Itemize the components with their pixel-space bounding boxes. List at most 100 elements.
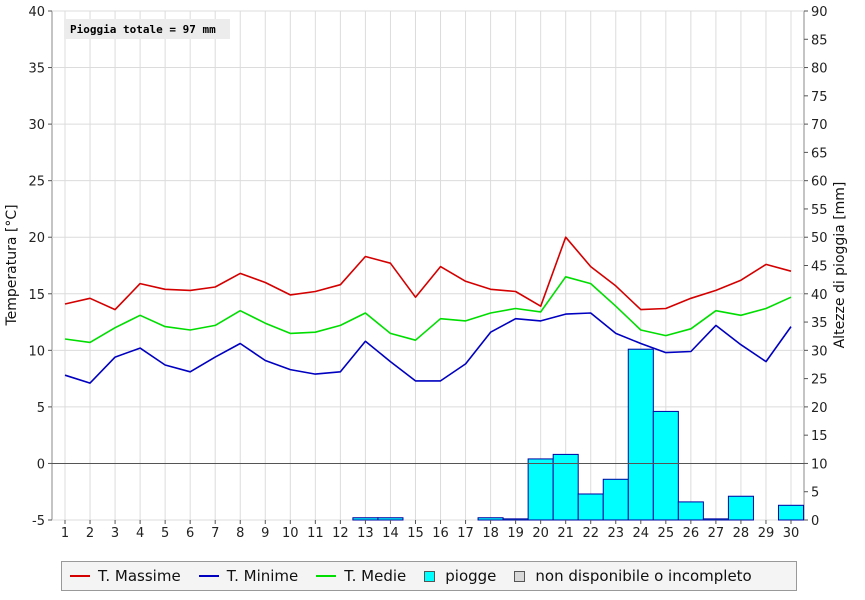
y-tick-label: 10	[28, 344, 45, 359]
annotation-text: Pioggia totale = 97 mm	[70, 23, 216, 36]
temperature-lines	[64, 236, 792, 384]
x-tick-label: 8	[236, 526, 244, 541]
rain-bar	[627, 348, 654, 521]
y2-tick-label: 60	[811, 175, 828, 190]
y2-tick-label: 45	[811, 260, 828, 275]
rain-bar	[702, 518, 729, 521]
rain-bar	[377, 517, 404, 521]
x-tick-label: 26	[683, 526, 700, 541]
x-tick-label: 4	[136, 526, 144, 541]
y-tick-label: 25	[28, 175, 45, 190]
rain-bar	[527, 458, 554, 521]
x-tick-label: 12	[332, 526, 349, 541]
rain-bar	[677, 501, 704, 521]
rain-bar	[652, 410, 679, 521]
y2-axis-title: Altezze di pioggia [mm]	[832, 182, 848, 349]
x-tick-label: 2	[86, 526, 94, 541]
rain-bar	[777, 504, 805, 521]
x-tick-label: 15	[407, 526, 424, 541]
legend-label-avg: T. Medie	[344, 567, 407, 585]
x-tick-label: 28	[733, 526, 750, 541]
legend-label-rain: piogge	[445, 567, 497, 585]
legend-swatch-min	[198, 575, 219, 577]
x-tick-label: 3	[111, 526, 119, 541]
legend-label-missing: non disponibile o incompleto	[535, 567, 752, 585]
x-tick-label: 10	[282, 526, 299, 541]
y2-tick-label: 20	[811, 401, 828, 416]
x-tick-label: 11	[307, 526, 324, 541]
y-tick-label: 15	[28, 288, 45, 303]
rain-bar	[552, 453, 579, 521]
y2-tick-label: 80	[811, 62, 828, 77]
x-tick-label: 5	[161, 526, 169, 541]
y2-tick-label: 40	[811, 288, 828, 303]
rain-bar	[502, 518, 529, 521]
y2-tick-label: 75	[811, 90, 828, 105]
y-tick-label: 0	[37, 457, 45, 472]
y2-tick-label: 15	[811, 429, 828, 444]
legend-item-avg: T. Medie	[316, 567, 406, 585]
rain-total-annotation: Pioggia totale = 97 mm	[64, 19, 230, 39]
x-tick-label: 19	[507, 526, 524, 541]
x-tick-label: 16	[432, 526, 449, 541]
y-tick-label: 5	[37, 401, 45, 416]
x-tick-label: 13	[357, 526, 374, 541]
y2-tick-label: 0	[811, 514, 819, 529]
x-tick-label: 7	[211, 526, 219, 541]
line-t-massime	[64, 236, 792, 311]
y2-tick-label: 50	[811, 231, 828, 246]
legend: T. Massime T. Minime T. Medie piogge non…	[61, 561, 797, 591]
x-tick-label: 30	[783, 526, 800, 541]
y2-tick-label: 70	[811, 118, 828, 133]
grid	[52, 10, 804, 521]
x-tick-label: 1	[61, 526, 69, 541]
legend-swatch-rain	[424, 570, 436, 582]
line-t-medie	[64, 275, 792, 344]
rain-bar	[352, 517, 379, 521]
y-tick-label: 40	[28, 5, 45, 20]
rain-bar	[602, 478, 629, 521]
y2-tick-label: 65	[811, 146, 828, 161]
x-tick-label: 9	[261, 526, 269, 541]
y2-tick-label: 90	[811, 5, 828, 20]
annotation-background	[64, 19, 230, 39]
legend-item-rain: piogge	[424, 567, 496, 585]
legend-swatch-missing	[514, 570, 526, 582]
legend-item-min: T. Minime	[198, 567, 299, 585]
x-tick-label: 21	[557, 526, 574, 541]
legend-item-missing: non disponibile o incompleto	[514, 567, 752, 585]
y-tick-label: 30	[28, 118, 45, 133]
axis-ticks: 1 2 3 4 5 6 7 8 9 10 11 12 13 14 15 16 17 18 19 20 21 22 23 24 2…	[28, 5, 827, 541]
y2-tick-label: 30	[811, 344, 828, 359]
rain-bar	[477, 517, 504, 521]
legend-label-min: T. Minime	[226, 567, 299, 585]
x-tick-label: 27	[708, 526, 725, 541]
legend-swatch-max	[70, 575, 90, 577]
y-tick-label: 35	[28, 62, 45, 77]
rain-bar	[577, 493, 604, 521]
x-tick-label: 20	[532, 526, 549, 541]
x-tick-label: 23	[607, 526, 624, 541]
x-tick-label: 17	[457, 526, 474, 541]
y-axis-title: Temperatura [°C]	[4, 204, 20, 326]
x-tick-label: 24	[633, 526, 650, 541]
y2-tick-label: 25	[811, 373, 828, 388]
x-tick-label: 22	[582, 526, 599, 541]
x-tick-label: 25	[658, 526, 675, 541]
x-tick-label: 14	[382, 526, 399, 541]
x-tick-label: 18	[482, 526, 499, 541]
y-tick-label: -5	[32, 514, 45, 529]
y2-tick-label: 85	[811, 33, 828, 48]
rain-bar	[727, 495, 754, 521]
y2-tick-label: 35	[811, 316, 828, 331]
x-tick-label: 29	[758, 526, 775, 541]
legend-swatch-avg	[316, 575, 337, 577]
y2-tick-label: 10	[811, 457, 828, 472]
legend-item-max: T. Massime	[70, 567, 181, 585]
y2-tick-label: 5	[811, 486, 819, 501]
y-tick-label: 20	[28, 231, 45, 246]
x-tick-label: 6	[186, 526, 194, 541]
rain-bars	[352, 348, 805, 521]
legend-label-max: T. Massime	[98, 567, 181, 585]
